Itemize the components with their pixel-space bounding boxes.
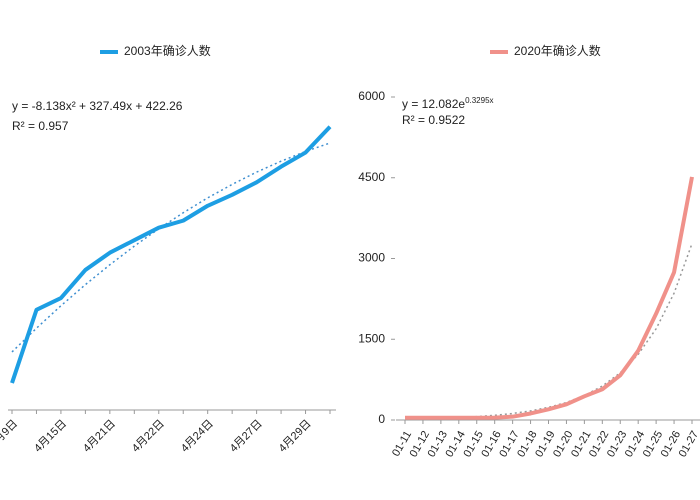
legend-label: 2020年确诊人数	[514, 43, 601, 58]
annotation: R² = 0.9522	[402, 113, 465, 127]
legend-label: 2003年确诊人数	[124, 43, 211, 58]
y-tick-label: 3000	[358, 251, 385, 265]
x-tick-label: 4月21日	[81, 418, 118, 455]
y-tick-label: 0	[378, 412, 385, 426]
x-tick-label: 4月22日	[130, 418, 167, 455]
y-tick-label: 1500	[358, 331, 385, 345]
data-line	[405, 176, 694, 420]
trend-line	[404, 243, 693, 420]
y-tick-label: 6000	[358, 89, 385, 103]
annotation: y = -8.138x² + 327.49x + 422.26	[12, 99, 183, 113]
x-tick-label: 4月24日	[179, 418, 216, 455]
x-tick-label: 4月29日	[277, 418, 314, 455]
y-tick-label: 4500	[358, 170, 385, 184]
annotation-exponent: 0.3295x	[465, 96, 493, 105]
annotation: y = 12.082e0.3295x	[402, 96, 494, 111]
data-line	[10, 125, 332, 384]
x-tick-label: 4月15日	[32, 418, 69, 455]
x-tick-label: 4月27日	[228, 418, 265, 455]
annotation: R² = 0.957	[12, 119, 69, 133]
trend-line	[11, 142, 331, 353]
x-tick-label: 4月9日	[0, 418, 20, 451]
